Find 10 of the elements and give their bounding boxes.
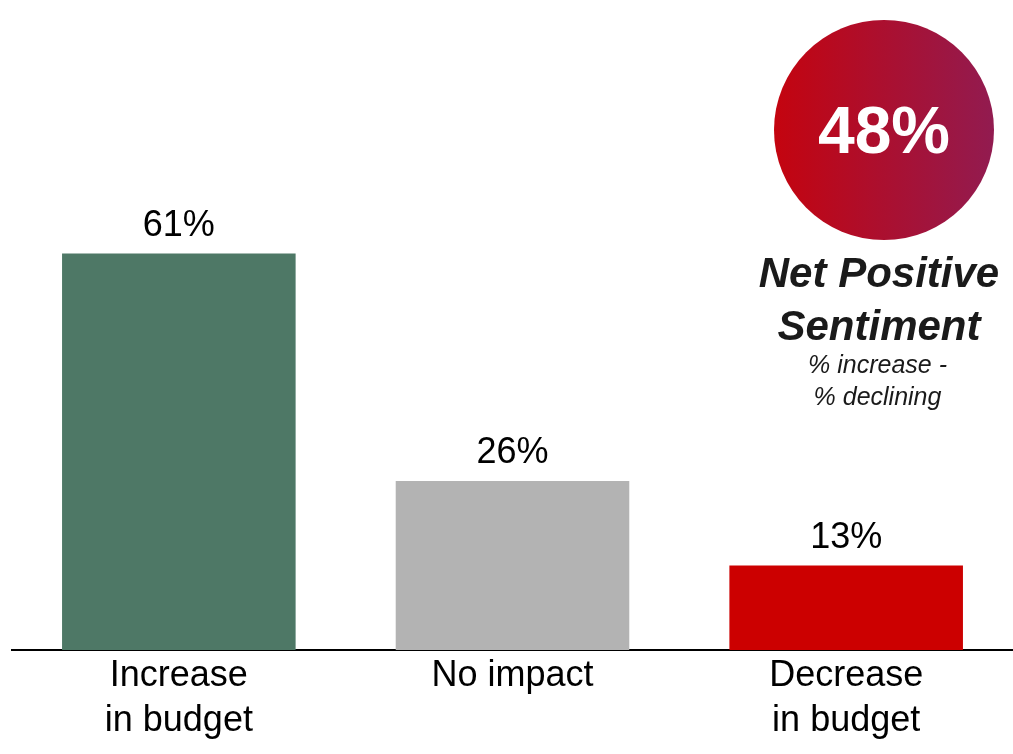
annotation: 48% bbox=[817, 92, 951, 168]
data-label: 13% bbox=[810, 514, 883, 556]
annotation: % increase - % declining bbox=[807, 349, 948, 412]
data-label: 61% bbox=[142, 202, 215, 244]
x-tick-label: No impact bbox=[431, 653, 594, 695]
circle-badge: 48% bbox=[774, 20, 994, 240]
x-tick-label: Decrease in budget bbox=[769, 653, 924, 740]
data-label: 26% bbox=[476, 430, 549, 471]
x-tick-label: Increase in budget bbox=[104, 653, 253, 740]
annotation: Net Positive Sentiment bbox=[758, 249, 1000, 349]
